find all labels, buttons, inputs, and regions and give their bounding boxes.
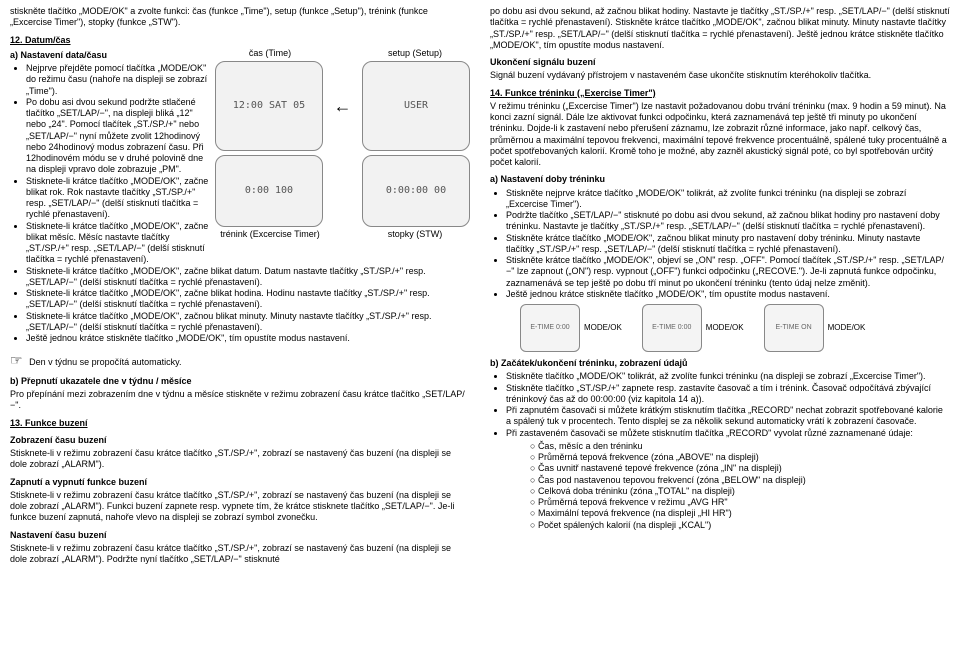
sec14b-sublist: Čas, měsíc a den tréninku Průměrná tepov… [506,441,950,531]
sec13-h2: Zapnutí a vypnutí funkce buzení [10,477,470,488]
fig-device-stopky: 0:00:00 00 [362,155,470,227]
sec14a-list: Stiskněte nejprve krátce tlačítko „MODE/… [490,188,950,301]
sec14a-figures: E-TIME 0:00 MODE/OK E-TIME 0:00 MODE/OK … [520,304,950,352]
list-item: Podržte tlačítko „SET/LAP/−" stisknuté p… [506,210,950,233]
list-item: Čas, měsíc a den tréninku [530,441,950,452]
sec14-title: 14. Funkce tréninku („Exercise Timer") [490,88,950,99]
cont-text: po dobu asi dvou sekund, až začnou blika… [490,6,950,51]
sec14-text: V režimu tréninku („Excercise Timer") lz… [490,101,950,169]
fig-cap-trenink: trénink (Excercise Timer) [215,229,325,240]
sec13-p1: Stisknete-li v režimu zobrazení času krá… [10,448,470,471]
modeok-label: MODE/OK [706,323,744,333]
sec12-title: 12. Datum/čas [10,35,470,46]
modeok-label: MODE/OK [584,323,622,333]
sec-uk-text: Signál buzení vydávaný přístrojem v nast… [490,70,950,81]
list-item: Při zastaveném časovači se můžete stiskn… [506,428,950,531]
fig-cap-stopky: stopky (STW) [360,229,470,240]
list-item: Stisknete-li krátce tlačítko „MODE/OK", … [26,266,470,289]
sec13-p2: Stisknete-li v režimu zobrazení času krá… [10,490,470,524]
list-item: Celková doba tréninku (zóna „TOTAL" na d… [530,486,950,497]
modeok-label: MODE/OK [828,323,866,333]
list-item-text: Při zastaveném časovači se můžete stiskn… [506,428,913,438]
fig-device-etime3: E-TIME ON [764,304,824,352]
fig-cap-setup: setup (Setup) [360,48,470,59]
sec13-title: 13. Funkce buzení [10,418,470,429]
fig-device-setup: USER [362,61,470,151]
sec13-h3: Nastavení času buzení [10,530,470,541]
list-item: Stiskněte tlačítko „MODE/OK" tolikrát, a… [506,371,950,382]
sec12b-text: Pro přepínání mezi zobrazením dne v týdn… [10,389,470,412]
list-item: Čas pod nastavenou tepovou frekvencí (zó… [530,475,950,486]
fig-device-etime1: E-TIME 0:00 [520,304,580,352]
list-item: Stisknete-li krátce tlačítko „MODE/OK", … [26,288,470,311]
hand-icon: ☞ [10,352,23,368]
arrow-icon: ← [334,95,352,118]
fig-device-time: 12:00 SAT 05 [215,61,323,151]
sec14a-head: a) Nastavení doby tréninku [490,174,950,185]
list-item: Stisknete-li krátce tlačítko „MODE/OK", … [26,311,470,334]
hand-note-text: Den v týdnu se propočítá automaticky. [29,357,181,367]
list-item: Stiskněte nejprve krátce tlačítko „MODE/… [506,188,950,211]
list-item: Maximální tepová frekvence (na displeji … [530,508,950,519]
intro-text: stiskněte tlačítko „MODE/OK" a zvolte fu… [10,6,470,29]
list-item: Při zapnutém časovači si můžete krátkým … [506,405,950,428]
list-item: Stiskněte krátce tlačítko „MODE/OK", obj… [506,255,950,289]
fig-cap-time: čas (Time) [215,48,325,59]
mode-figures: čas (Time) setup (Setup) 12:00 SAT 05 ← … [215,48,470,243]
sec13-p3: Stisknete-li v režimu zobrazení času krá… [10,543,470,566]
list-item: Ještě jednou krátce stiskněte tlačítko „… [26,333,470,344]
list-item: Stiskněte tlačítko „ST./SP./+" zapnete r… [506,383,950,406]
sec14b-list: Stiskněte tlačítko „MODE/OK" tolikrát, a… [490,371,950,531]
list-item: Čas uvnitř nastavené tepové frekvence (z… [530,463,950,474]
sec13-h1: Zobrazení času buzení [10,435,470,446]
fig-device-etime2: E-TIME 0:00 [642,304,702,352]
fig-device-trenink: 0:00 100 [215,155,323,227]
right-page: po dobu asi dvou sekund, až začnou blika… [480,0,960,661]
sec12b-head: b) Přepnutí ukazatele dne v týdnu / měsí… [10,376,470,387]
sec-uk-head: Ukončení signálu buzení [490,57,950,68]
list-item: Průměrná tepová frekvence v režimu „AVG … [530,497,950,508]
hand-note: ☞ Den v týdnu se propočítá automaticky. [10,352,470,370]
list-item: Průměrná tepová frekvence (zóna „ABOVE" … [530,452,950,463]
left-page: stiskněte tlačítko „MODE/OK" a zvolte fu… [0,0,480,661]
sec14b-head: b) Začátek/ukončení tréninku, zobrazení … [490,358,950,369]
list-item: Ještě jednou krátce stiskněte tlačítko „… [506,289,950,300]
list-item: Počet spálených kalorií (na displeji „KC… [530,520,950,531]
list-item: Stiskněte krátce tlačítko „MODE/OK", zač… [506,233,950,256]
